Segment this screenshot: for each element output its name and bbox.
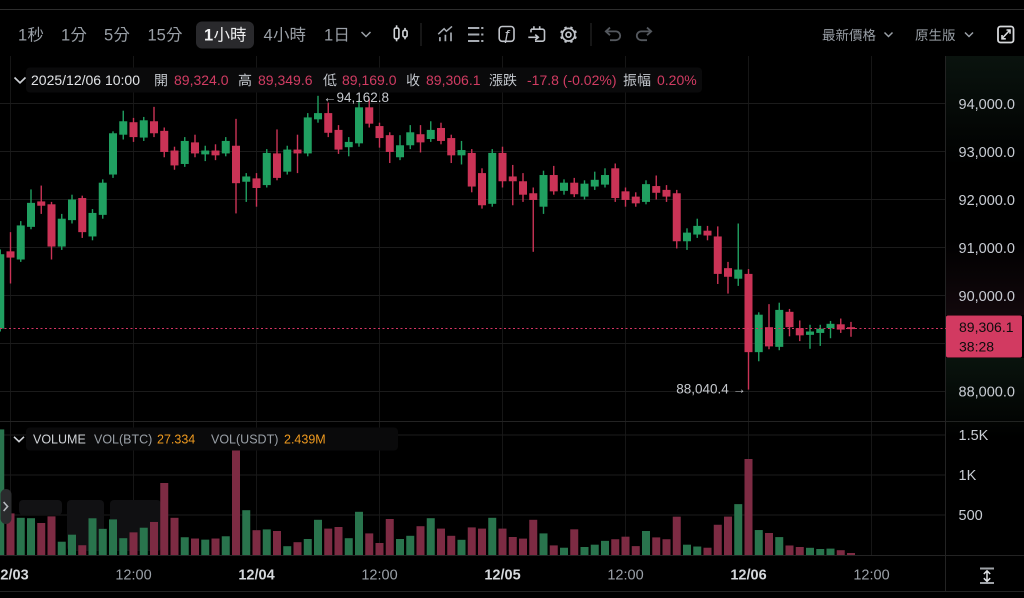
svg-text:92,000.0: 92,000.0 [959,193,1015,209]
svg-text:89,349.6: 89,349.6 [258,72,313,88]
svg-text:12/06: 12/06 [730,568,766,584]
svg-text:4: 4 [264,26,273,44]
svg-text:12:00: 12:00 [361,568,397,584]
svg-text:1: 1 [204,26,213,44]
svg-text:12:00: 12:00 [607,568,643,584]
svg-text:1: 1 [18,26,27,44]
svg-text:1K: 1K [959,468,977,484]
svg-text:←94,162.8: ←94,162.8 [323,90,389,105]
svg-text:VOL(BTC): VOL(BTC) [94,432,152,446]
svg-text:91,000.0: 91,000.0 [959,241,1015,257]
svg-text:27.334: 27.334 [157,432,195,446]
svg-text:12:00: 12:00 [853,568,889,584]
svg-text:1.5K: 1.5K [959,428,989,444]
svg-text:ƒ: ƒ [503,27,511,44]
svg-text:89,306.1: 89,306.1 [959,319,1014,335]
svg-text:94,000.0: 94,000.0 [959,97,1015,113]
svg-text:500: 500 [959,508,983,524]
svg-text:93,000.0: 93,000.0 [959,145,1015,161]
svg-text:VOL(USDT): VOL(USDT) [211,432,278,446]
svg-text:12/03: 12/03 [0,568,29,584]
svg-text:90,000.0: 90,000.0 [959,289,1015,305]
svg-text:1: 1 [324,26,333,44]
svg-text:12/04: 12/04 [238,568,274,584]
svg-text:-17.8 (-0.02%): -17.8 (-0.02%) [527,72,616,88]
svg-text:1: 1 [61,26,70,44]
svg-text:VOLUME: VOLUME [33,432,86,446]
svg-text:89,306.1: 89,306.1 [426,72,481,88]
svg-text:89,169.0: 89,169.0 [342,72,397,88]
svg-text:38:28: 38:28 [959,338,994,354]
svg-text:12:00: 12:00 [115,568,151,584]
svg-text:5: 5 [104,26,113,44]
svg-text:89,324.0: 89,324.0 [174,72,229,88]
svg-text:15: 15 [148,26,166,44]
svg-text:0.20%: 0.20% [657,72,697,88]
svg-text:2.439M: 2.439M [284,432,326,446]
svg-text:88,040.4 →: 88,040.4 → [676,381,746,396]
svg-text:88,000.0: 88,000.0 [959,385,1015,401]
svg-text:12/05: 12/05 [484,568,520,584]
svg-text:2025/12/06 10:00: 2025/12/06 10:00 [31,72,140,88]
